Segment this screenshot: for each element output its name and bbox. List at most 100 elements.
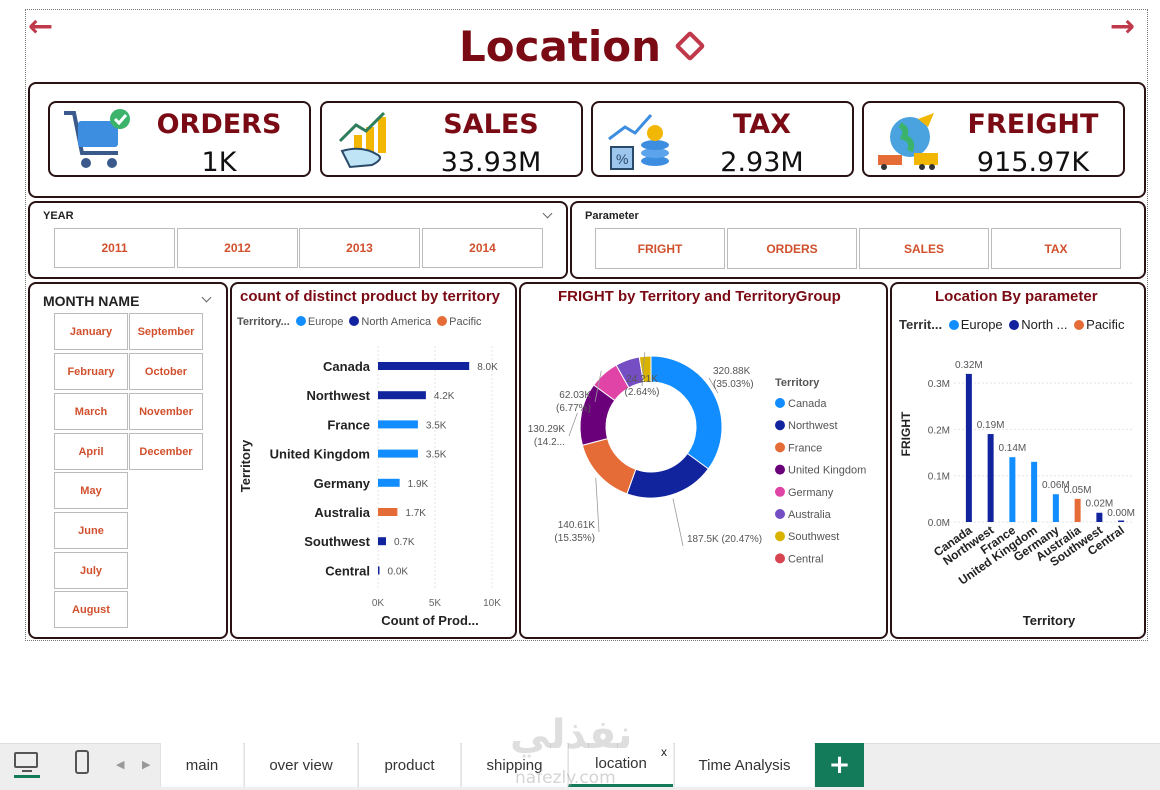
legend-dot [775, 509, 785, 519]
slice-percent: (15.35%) [554, 533, 595, 544]
bar [1118, 520, 1125, 522]
tax-coins-icon: % [608, 114, 669, 170]
parameter-slicer-label: Parameter [585, 210, 639, 222]
y-tick-label: 0.2M [928, 425, 950, 436]
legend-pacific: Pacific [1086, 317, 1125, 332]
slice-label: 62.03K [559, 390, 591, 401]
legend-item: Central [788, 553, 823, 565]
donut-slice [626, 452, 710, 499]
month-slicer-label: MONTH NAME [43, 293, 140, 309]
data-label: 0.06M [1042, 480, 1070, 491]
slice-percent: (35.03%) [713, 379, 754, 390]
legend-title: Territory... [237, 316, 290, 328]
month-option-july[interactable]: July [54, 552, 128, 589]
year-option-2011[interactable]: 2011 [54, 228, 175, 268]
month-option-august[interactable]: August [54, 591, 128, 628]
year-option-2012[interactable]: 2012 [177, 228, 298, 268]
parameter-option-tax[interactable]: TAX [991, 228, 1121, 269]
vbar-chart-title: Location By parameter [935, 288, 1098, 305]
bar [378, 478, 400, 487]
tab-over-view[interactable]: over view [244, 743, 357, 787]
month-option-november[interactable]: November [129, 393, 203, 430]
leader-line [568, 412, 578, 437]
y-axis-title: Territory [238, 439, 253, 492]
y-category-label: Germany [314, 476, 371, 491]
leader-line [641, 352, 646, 387]
fright-donut-chart: 320.88K (35.03%) 187.5K (20.47%) 140.61K (15… [528, 352, 866, 565]
data-label: 4.2K [434, 391, 455, 402]
mobile-view-icon[interactable] [75, 750, 89, 774]
x-axis-title: Territory [1023, 613, 1076, 628]
watermark-arabic: نفذلي [510, 712, 633, 758]
month-option-december[interactable]: December [129, 433, 203, 470]
tab-time-analysis[interactable]: Time Analysis [674, 743, 814, 787]
tab-scroll-right-icon[interactable]: ▶ [142, 758, 151, 771]
month-option-january[interactable]: January [54, 313, 128, 350]
tab-main[interactable]: main [160, 743, 243, 787]
y-category-label: United Kingdom [270, 447, 370, 462]
month-option-march[interactable]: March [54, 393, 128, 430]
parameter-option-sales[interactable]: SALES [859, 228, 989, 269]
report-canvas [25, 9, 1148, 641]
month-option-june[interactable]: June [54, 512, 128, 549]
x-tick-label: 5K [429, 598, 442, 609]
month-option-september[interactable]: September [129, 313, 203, 350]
leader-line [708, 377, 719, 394]
forward-arrow-icon[interactable]: → [1110, 9, 1136, 44]
bar [965, 373, 972, 522]
bar [1009, 457, 1016, 522]
tab-shipping[interactable]: shipping [461, 743, 567, 787]
kpi-tax-card: % TAX 2.93M [591, 101, 854, 178]
page-title: Location [0, 22, 1160, 71]
slice-label: 187.5K (20.47%) [687, 534, 762, 545]
legend-dot [775, 486, 785, 497]
month-option-may[interactable]: May [54, 472, 128, 509]
slice-label: 140.61K [558, 520, 596, 531]
x-tick-label: 10K [483, 598, 501, 609]
legend-title: Territ... [899, 317, 943, 332]
legend-dot [775, 531, 785, 542]
shopping-cart-icon [64, 109, 130, 168]
tab-scroll-left-icon[interactable]: ◀ [116, 758, 125, 771]
back-arrow-icon[interactable]: ← [28, 9, 54, 44]
y-category-label: France [327, 417, 370, 432]
add-page-button[interactable]: + [815, 743, 864, 787]
kpi-orders-name: ORDERS [156, 109, 282, 140]
slice-label: 130.29K [528, 424, 566, 435]
parameter-option-fright[interactable]: FRIGHT [595, 228, 725, 269]
bar [378, 420, 418, 429]
slice-percent: (2.64%) [624, 387, 659, 398]
month-option-april[interactable]: April [54, 433, 128, 470]
data-label: 3.5K [426, 450, 447, 461]
y-tick-label: 0.0M [928, 518, 950, 529]
leader-line [672, 498, 684, 547]
tab-product[interactable]: product [358, 743, 460, 787]
product-chart-legend: Territory... Europe North America Pacifi… [237, 316, 482, 328]
bar [987, 434, 994, 522]
bar [378, 537, 386, 546]
bar [1052, 494, 1059, 522]
legend-dot [775, 420, 785, 431]
desktop-view-icon[interactable] [14, 752, 40, 778]
location-by-parameter-panel [890, 282, 1146, 639]
legend-north-america: North America [361, 316, 432, 328]
kpi-orders-value: 1K [201, 147, 237, 178]
legend-dot [775, 553, 785, 564]
y-tick-label: 0.3M [928, 379, 950, 390]
year-slicer-label: YEAR [43, 210, 74, 222]
y-axis-title: FRIGHT [899, 411, 913, 456]
month-option-october[interactable]: October [129, 353, 203, 390]
tab-location[interactable]: location [568, 743, 673, 787]
product-bar-chart: 0K 5K 10K Canada 8.0K Northwest 4.2K France 3.5K… [238, 346, 501, 628]
tab-close-icon[interactable]: x [661, 745, 667, 759]
vbar-chart-legend: Territ... Europe North ... Pacific [899, 317, 1124, 332]
year-option-2014[interactable]: 2014 [422, 228, 543, 268]
slice-percent: (14.2... [534, 437, 565, 448]
watermark-latin: nafezly.com [515, 768, 616, 788]
kpi-sales-name: SALES [443, 109, 539, 140]
year-option-2013[interactable]: 2013 [299, 228, 420, 268]
kpi-freight-name: FREIGHT [967, 109, 1099, 140]
legend-item: Canada [788, 398, 827, 410]
parameter-option-orders[interactable]: ORDERS [727, 228, 857, 269]
month-option-february[interactable]: February [54, 353, 128, 390]
